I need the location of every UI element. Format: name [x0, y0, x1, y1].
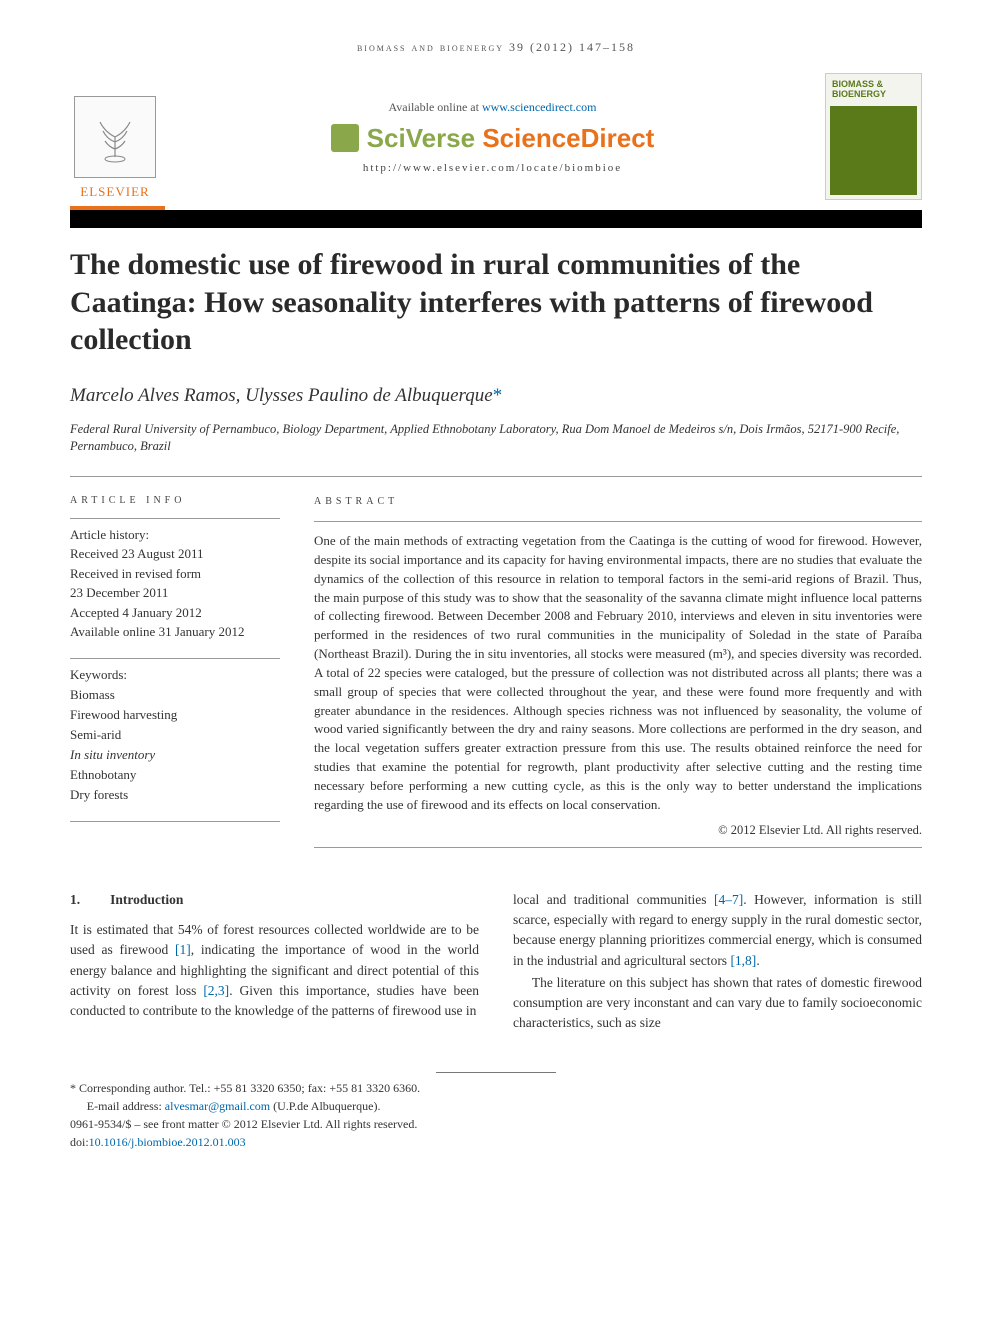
- keywords-heading: Keywords:: [70, 665, 280, 685]
- article-history: Article history: Received 23 August 2011…: [70, 525, 280, 642]
- doi-line: doi:10.1016/j.biombioe.2012.01.003: [70, 1133, 922, 1151]
- short-rule: [70, 658, 280, 659]
- sciverse-icon: [331, 124, 359, 152]
- accepted-date: Accepted 4 January 2012: [70, 603, 280, 623]
- email-label: E-mail address:: [87, 1099, 165, 1113]
- journal-cover-title: BIOMASS & BIOENERGY: [826, 74, 921, 102]
- elsevier-name: ELSEVIER: [80, 184, 149, 200]
- short-rule: [70, 821, 280, 822]
- section-number: 1.: [70, 892, 80, 907]
- intro-paragraph-left: It is estimated that 54% of forest resou…: [70, 920, 479, 1021]
- email-link[interactable]: alvesmar@gmail.com: [165, 1099, 270, 1113]
- revised-label: Received in revised form: [70, 564, 280, 584]
- elsevier-logo: ELSEVIER: [70, 73, 160, 200]
- elsevier-tree-icon: [74, 96, 156, 178]
- keyword: Firewood harvesting: [70, 705, 280, 725]
- sciverse-text: SciVerse ScienceDirect: [367, 123, 655, 154]
- title-bar: [70, 210, 922, 228]
- issn-line: 0961-9534/$ – see front matter © 2012 El…: [70, 1115, 922, 1133]
- section-heading: 1. Introduction: [70, 890, 479, 910]
- keyword: In situ inventory: [70, 745, 280, 765]
- email-paren: (U.P.de Albuquerque).: [270, 1099, 380, 1113]
- intro-paragraph-right-2: The literature on this subject has shown…: [513, 973, 922, 1034]
- abstract-label: ABSTRACT: [314, 495, 922, 510]
- keyword: Dry forests: [70, 785, 280, 805]
- online-date: Available online 31 January 2012: [70, 622, 280, 642]
- header-center: Available online at www.sciencedirect.co…: [178, 73, 807, 200]
- abstract-text: One of the main methods of extracting ve…: [314, 532, 922, 815]
- horizontal-rule: [70, 476, 922, 477]
- header-block: ELSEVIER Available online at www.science…: [70, 73, 922, 200]
- ref-link[interactable]: [2,3]: [203, 983, 229, 998]
- keyword: Semi-arid: [70, 725, 280, 745]
- short-rule: [70, 518, 280, 519]
- corr-label: * Corresponding author.: [70, 1081, 189, 1095]
- abstract-column: ABSTRACT One of the main methods of extr…: [314, 485, 922, 848]
- keyword: Ethnobotany: [70, 765, 280, 785]
- column-left: 1. Introduction It is estimated that 54% …: [70, 890, 479, 1034]
- affiliation: Federal Rural University of Pernambuco, …: [70, 421, 922, 456]
- abstract-copyright: © 2012 Elsevier Ltd. All rights reserved…: [314, 821, 922, 839]
- revised-date: 23 December 2011: [70, 583, 280, 603]
- footer-rule: [436, 1072, 556, 1073]
- journal-locate-url[interactable]: http://www.elsevier.com/locate/biombioe: [178, 162, 807, 174]
- running-head: biomass and bioenergy 39 (2012) 147–158: [70, 40, 922, 55]
- received-date: Received 23 August 2011: [70, 544, 280, 564]
- article-info-label: ARTICLE INFO: [70, 495, 280, 506]
- intro-paragraph-right-1: local and traditional communities [4–7].…: [513, 890, 922, 971]
- doi-label: doi:: [70, 1135, 89, 1149]
- horizontal-rule: [314, 847, 922, 848]
- sciverse-brand: SciVerse ScienceDirect: [178, 123, 807, 154]
- article-title: The domestic use of firewood in rural co…: [70, 246, 922, 359]
- history-heading: Article history:: [70, 525, 280, 545]
- available-online-line: Available online at www.sciencedirect.co…: [178, 100, 807, 115]
- authors-text: Marcelo Alves Ramos, Ulysses Paulino de …: [70, 385, 493, 406]
- doi-link[interactable]: 10.1016/j.biombioe.2012.01.003: [89, 1135, 246, 1149]
- journal-cover-image: [830, 106, 917, 195]
- email-line: E-mail address: alvesmar@gmail.com (U.P.…: [70, 1097, 922, 1115]
- body-columns: 1. Introduction It is estimated that 54% …: [70, 890, 922, 1034]
- available-prefix: Available online at: [389, 100, 482, 114]
- article-page: biomass and bioenergy 39 (2012) 147–158 …: [0, 0, 992, 1201]
- ref-link[interactable]: [1]: [175, 942, 191, 957]
- keywords-block: Keywords: Biomass Firewood harvesting Se…: [70, 665, 280, 806]
- horizontal-rule: [314, 521, 922, 522]
- column-right: local and traditional communities [4–7].…: [513, 890, 922, 1034]
- article-info-column: ARTICLE INFO Article history: Received 2…: [70, 485, 280, 848]
- journal-cover: BIOMASS & BIOENERGY: [825, 73, 922, 200]
- keyword: Biomass: [70, 685, 280, 705]
- corr-contact: Tel.: +55 81 3320 6350; fax: +55 81 3320…: [189, 1081, 420, 1095]
- sciencedirect-link[interactable]: www.sciencedirect.com: [482, 100, 597, 114]
- corresponding-star-icon: *: [493, 385, 503, 406]
- corresponding-author-line: * Corresponding author. Tel.: +55 81 332…: [70, 1079, 922, 1097]
- section-title: Introduction: [110, 892, 183, 907]
- info-abstract-row: ARTICLE INFO Article history: Received 2…: [70, 485, 922, 848]
- authors: Marcelo Alves Ramos, Ulysses Paulino de …: [70, 385, 922, 407]
- ref-link[interactable]: [4–7]: [714, 892, 743, 907]
- footer: * Corresponding author. Tel.: +55 81 332…: [70, 1072, 922, 1151]
- ref-link[interactable]: [1,8]: [730, 953, 756, 968]
